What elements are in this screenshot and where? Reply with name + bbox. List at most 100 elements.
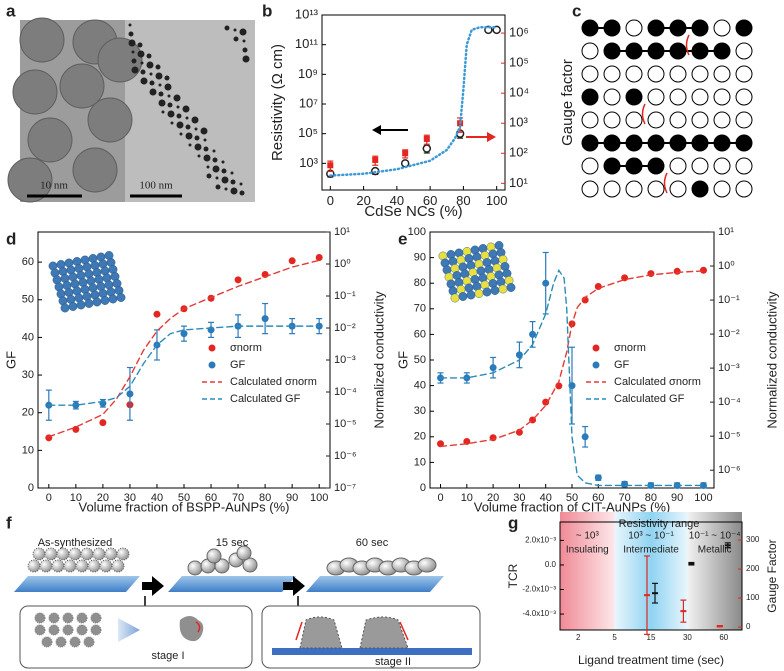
site bbox=[603, 88, 621, 106]
y2-tick-label: 10⁻³ bbox=[718, 362, 740, 374]
y2-axis-label: Normalized conductivity bbox=[371, 291, 386, 429]
fit-line bbox=[48, 325, 320, 406]
nanocrystal bbox=[140, 77, 148, 85]
site bbox=[647, 180, 665, 198]
x-tick-label: 100 bbox=[310, 492, 328, 504]
site bbox=[603, 180, 621, 198]
marker bbox=[515, 351, 523, 359]
inset-particle bbox=[466, 290, 476, 300]
micrograph-right bbox=[125, 20, 255, 202]
legend-label: Calculated σnorm bbox=[230, 376, 317, 388]
stage-label: 60 sec bbox=[356, 537, 389, 549]
site bbox=[735, 19, 753, 37]
site bbox=[735, 180, 753, 198]
y-tick-label: 10 bbox=[22, 444, 34, 456]
nanocrystal bbox=[188, 143, 192, 147]
chart: 0 20 40 60 80 100 10³ 10⁵ 10⁷ 10⁹ 10¹¹ 10¹³ 10¹ 10² 10… bbox=[269, 6, 576, 220]
fused-particle bbox=[299, 616, 343, 649]
legend-label: Calculated GF bbox=[614, 393, 685, 405]
nanoparticle bbox=[92, 547, 106, 561]
nanocrystal bbox=[97, 37, 143, 83]
nanoparticle bbox=[111, 559, 125, 573]
nanocrystal bbox=[59, 63, 105, 109]
inset-particle bbox=[474, 289, 484, 298]
y-axis-label: GF bbox=[395, 351, 410, 369]
legend-swatch bbox=[592, 361, 600, 369]
y-tick-label: 0 bbox=[420, 482, 426, 494]
nanocrystal bbox=[167, 94, 171, 98]
ligand-particle bbox=[34, 612, 46, 624]
site bbox=[581, 134, 599, 152]
nanocrystal bbox=[167, 102, 173, 108]
site bbox=[735, 88, 753, 106]
inset-particle bbox=[482, 287, 492, 297]
region-band bbox=[614, 512, 688, 630]
site bbox=[603, 19, 621, 37]
ligand-particle bbox=[62, 624, 74, 636]
y-tick-label: 70 bbox=[414, 303, 426, 315]
site bbox=[691, 88, 709, 106]
inset-particle bbox=[92, 297, 102, 307]
nanocrystal bbox=[221, 168, 227, 174]
nanocrystal bbox=[146, 61, 154, 69]
inset-particle bbox=[76, 300, 86, 310]
marker bbox=[372, 156, 379, 163]
nanocrystal bbox=[242, 39, 246, 43]
x-tick-label: 60 bbox=[205, 492, 217, 504]
y2-tick-label: 10⁻² bbox=[334, 322, 356, 334]
inset-label: stage I bbox=[151, 650, 184, 662]
x-tick-label: 50 bbox=[566, 492, 578, 504]
ligand-particle bbox=[76, 624, 88, 636]
nanocrystal bbox=[176, 121, 184, 129]
y2-tick-label: 10³ bbox=[509, 115, 528, 130]
site bbox=[581, 180, 599, 198]
nanocrystal bbox=[233, 36, 239, 42]
nanocrystal bbox=[215, 176, 219, 180]
marker bbox=[515, 428, 523, 436]
nanocrystal bbox=[155, 64, 161, 70]
marker bbox=[261, 315, 269, 323]
nanoparticle bbox=[56, 547, 70, 561]
ligand-particle bbox=[90, 624, 102, 636]
nanocrystal bbox=[155, 72, 163, 80]
y2-tick-label: 10⁻⁷ bbox=[334, 482, 356, 494]
site bbox=[735, 134, 753, 152]
site bbox=[625, 88, 643, 106]
nanocrystal bbox=[200, 127, 208, 135]
nanocrystal bbox=[242, 47, 248, 53]
site bbox=[669, 19, 687, 37]
process-diagram bbox=[14, 545, 481, 669]
x-tick-label: 15 bbox=[647, 633, 656, 642]
nanoparticle bbox=[51, 559, 65, 573]
y-tick-label: 20 bbox=[414, 431, 426, 443]
x-tick-label: 70 bbox=[232, 492, 244, 504]
panel-label: c bbox=[572, 1, 581, 20]
nanocrystal bbox=[72, 147, 118, 193]
site bbox=[647, 42, 665, 60]
legend-swatch bbox=[208, 344, 216, 352]
marker bbox=[542, 279, 550, 287]
nanocrystal bbox=[137, 42, 143, 48]
x-tick-label: 60 bbox=[423, 193, 437, 208]
site bbox=[713, 134, 731, 152]
nanocrystal bbox=[131, 66, 139, 74]
nanoparticle bbox=[80, 547, 94, 561]
panel-label: g bbox=[508, 513, 518, 532]
arrow bbox=[399, 621, 409, 641]
nanocrystal bbox=[206, 173, 212, 179]
nanocrystal bbox=[131, 58, 137, 64]
inset-particle bbox=[506, 283, 516, 292]
ligand-particle bbox=[48, 624, 60, 636]
y2-tick-label: 10⁻⁴ bbox=[334, 386, 357, 398]
ligand-particle bbox=[34, 624, 46, 636]
y-tick-label: 10⁵ bbox=[298, 125, 318, 140]
region-label: Insulating bbox=[566, 545, 609, 556]
y2-tick-label: 10⁰ bbox=[334, 258, 351, 270]
nanocrystal bbox=[197, 154, 201, 158]
site bbox=[669, 134, 687, 152]
substrate bbox=[168, 576, 296, 592]
marker bbox=[489, 364, 497, 372]
site bbox=[691, 19, 709, 37]
x-tick-label: 40 bbox=[390, 193, 404, 208]
